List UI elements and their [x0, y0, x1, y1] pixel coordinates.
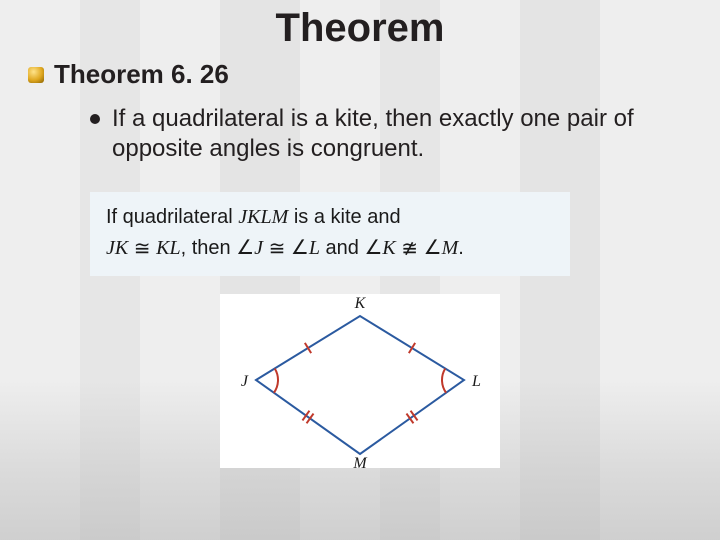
theorem-heading-row: Theorem 6. 26	[28, 59, 720, 90]
slide-content: Theorem Theorem 6. 26 If a quadrilateral…	[0, 0, 720, 468]
math-line-1: If quadrilateral JKLM is a kite and	[106, 202, 554, 233]
congruent-icon: ≅	[134, 238, 151, 260]
theorem-body-row: If a quadrilateral is a kite, then exact…	[90, 104, 720, 164]
not-congruent-icon: ≇	[401, 238, 418, 260]
svg-text:L: L	[471, 373, 481, 390]
math-var: JKLM	[238, 206, 288, 228]
kite-svg: J K L M	[220, 294, 500, 468]
math-statement-box: If quadrilateral JKLM is a kite and JK ≅…	[90, 192, 570, 276]
theorem-label: Theorem 6. 26	[54, 59, 229, 90]
bullet-gold-icon	[28, 67, 44, 83]
math-text: , then	[181, 237, 237, 259]
math-var: M	[442, 237, 459, 259]
slide-title: Theorem	[0, 0, 720, 51]
math-line-2: JK ≅ KL, then ∠J ≅ ∠L and ∠K ≇ ∠M.	[106, 233, 554, 264]
math-var: JK	[106, 237, 128, 259]
math-var: K	[382, 237, 395, 259]
svg-text:J: J	[241, 373, 249, 390]
congruent-icon: ≅	[269, 238, 286, 260]
bullet-dot-icon	[90, 114, 100, 124]
svg-text:M: M	[352, 455, 368, 468]
math-var: KL	[156, 237, 180, 259]
theorem-body-text: If a quadrilateral is a kite, then exact…	[112, 104, 680, 164]
math-var: J	[254, 237, 263, 259]
kite-figure: J K L M	[220, 294, 500, 468]
math-text: is a kite and	[288, 206, 400, 228]
svg-text:K: K	[354, 295, 367, 312]
math-text: If quadrilateral	[106, 206, 238, 228]
math-text: .	[458, 237, 464, 259]
math-text: and	[320, 237, 364, 259]
math-var: L	[309, 237, 320, 259]
